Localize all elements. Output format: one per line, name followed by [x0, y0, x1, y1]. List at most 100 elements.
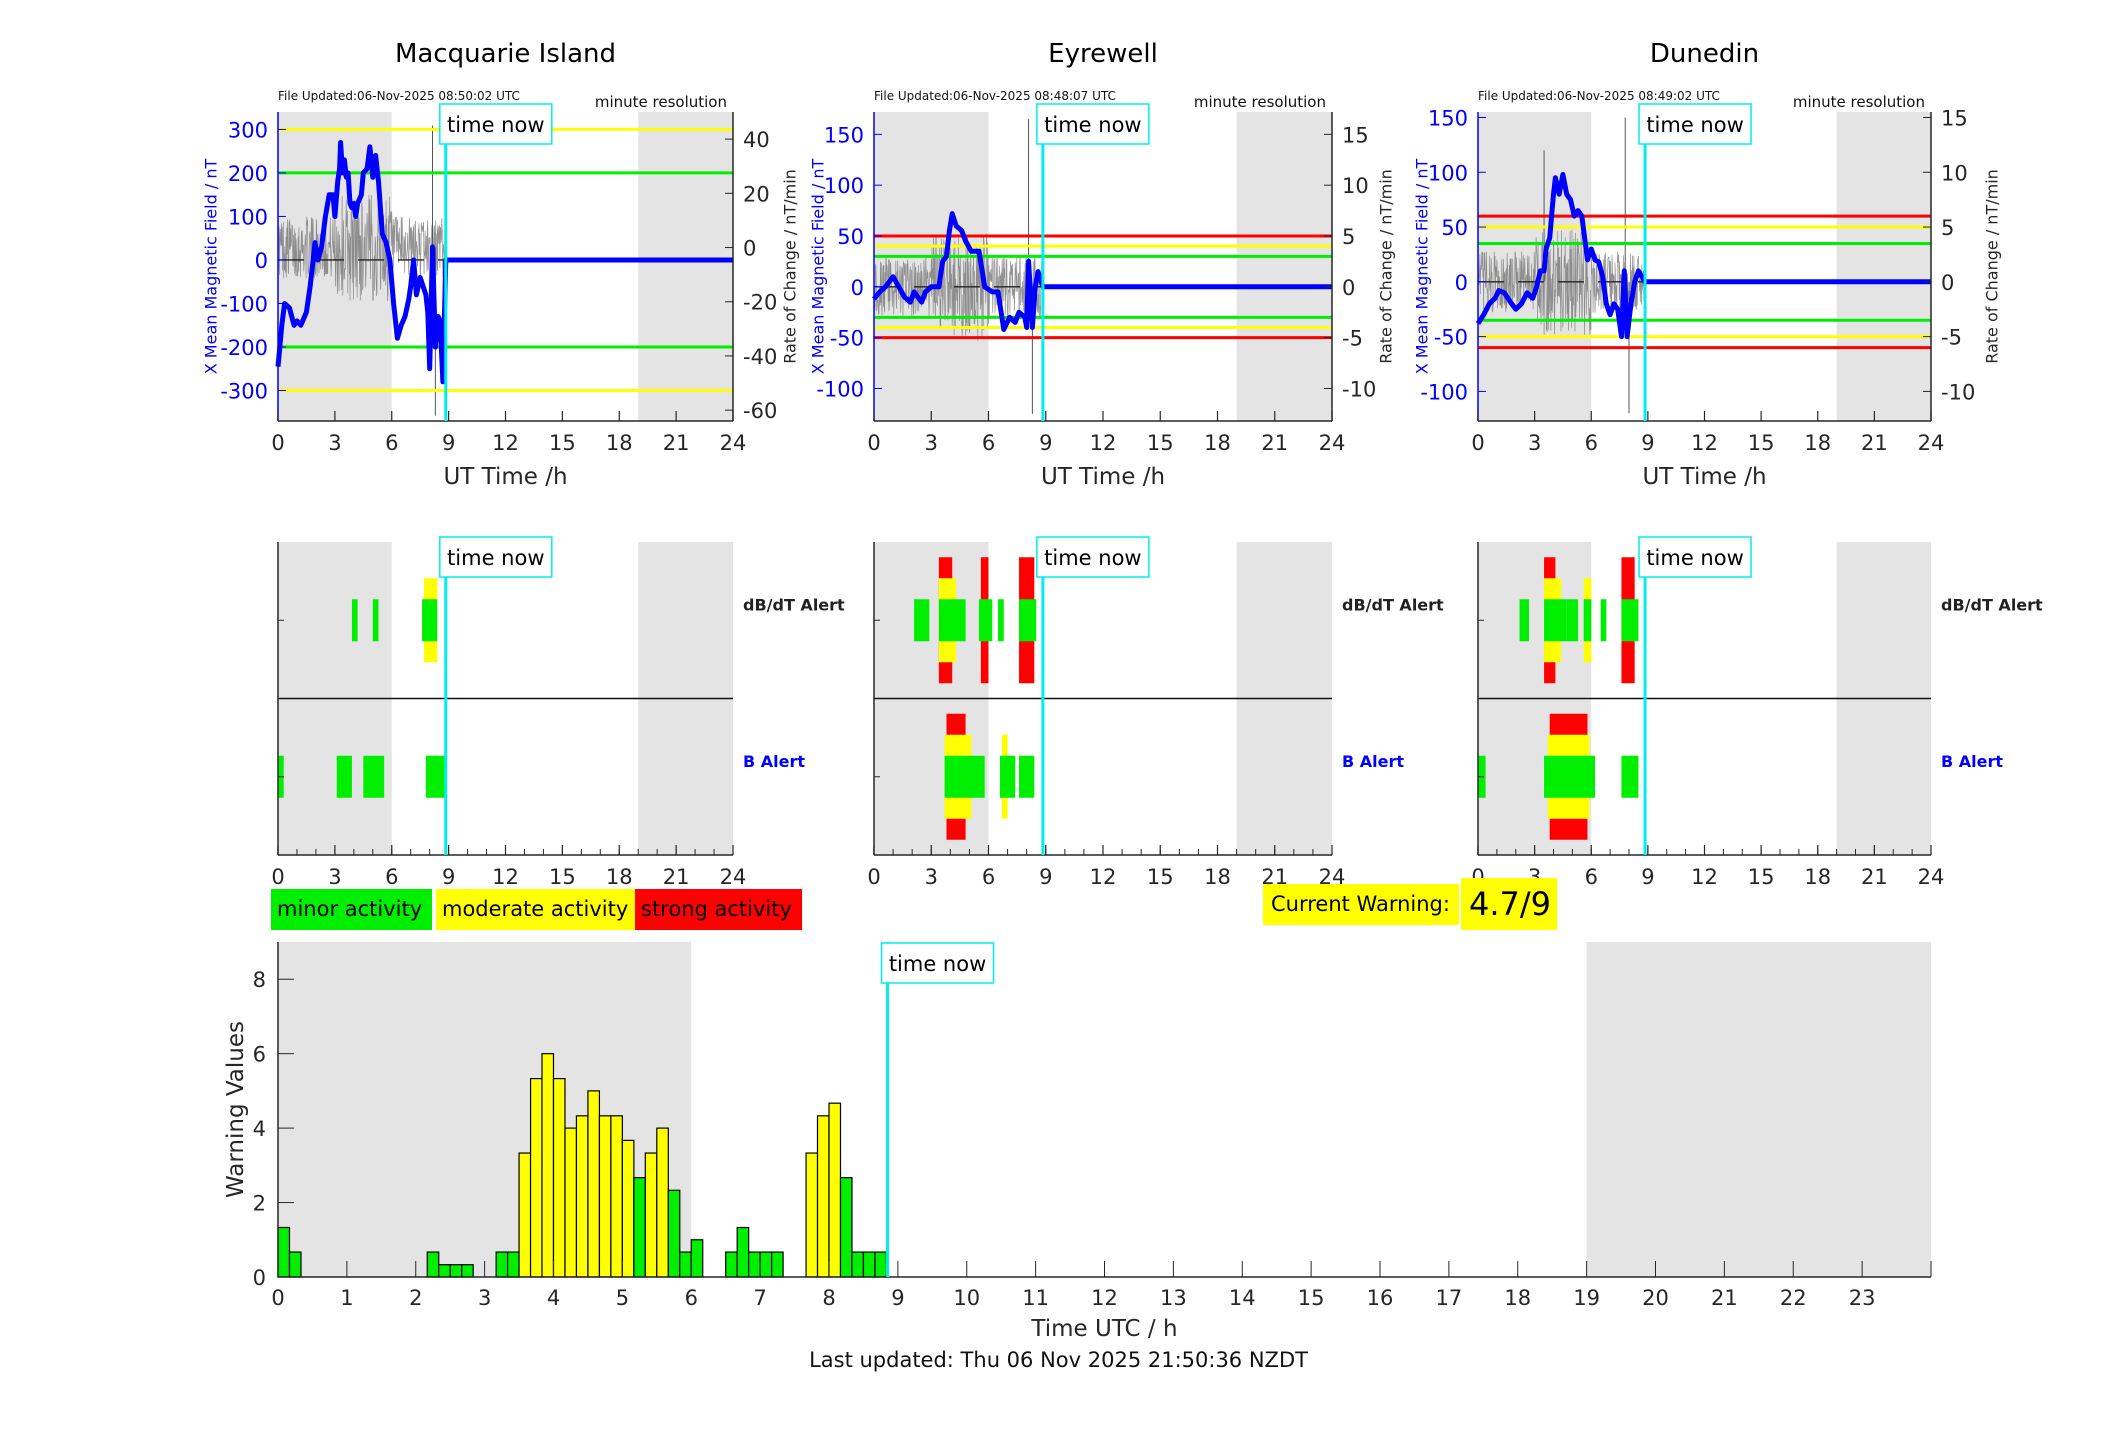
- warning-bar: [633, 1177, 646, 1278]
- x-tick-label: 9: [442, 431, 455, 455]
- x-tick-label: 9: [1641, 865, 1654, 889]
- x-tick-label: 6: [982, 431, 995, 455]
- x-tick-label: 22: [1780, 1286, 1807, 1310]
- x-axis-label: UT Time /h: [443, 464, 567, 490]
- left-y-tick-label: -100: [220, 292, 268, 316]
- right-y-tick-label: -20: [743, 291, 777, 315]
- warning-bar: [610, 1115, 623, 1278]
- station-title: Macquarie Island: [395, 39, 616, 69]
- alert-block-dbdt: [1583, 599, 1592, 642]
- x-tick-label: 1: [340, 1286, 353, 1310]
- x-tick-label: 12: [1090, 431, 1117, 455]
- warning-bar: [621, 1139, 635, 1278]
- x-tick-label: 8: [822, 1286, 835, 1310]
- left-y-tick-label: 0: [1455, 271, 1468, 295]
- time-now-label: time now: [889, 952, 986, 976]
- alert-block-dbdt: [998, 599, 1004, 642]
- warning-bar: [690, 1239, 704, 1278]
- x-tick-label: 9: [1039, 865, 1052, 889]
- alert-block-dbdt: [372, 599, 379, 642]
- alert-block-dbdt: [422, 599, 438, 642]
- dbdt-alert-label: dB/dT Alert: [1342, 595, 1444, 614]
- time-now-box: [880, 942, 995, 984]
- alert-block-b: [1544, 755, 1596, 798]
- x-tick-label: 3: [925, 865, 938, 889]
- x-tick-label: 15: [549, 431, 576, 455]
- warning-bar: [644, 1152, 658, 1278]
- warning-bar: [506, 1251, 520, 1278]
- x-tick-label: 19: [1573, 1286, 1600, 1310]
- alert-block-dbdt: [1621, 599, 1639, 642]
- warning-bar: [851, 1251, 865, 1278]
- time-now-box: [439, 103, 553, 145]
- time-now-box: [1036, 103, 1150, 145]
- alert-block-b: [944, 755, 985, 798]
- x-field-trace: [1475, 172, 1931, 340]
- warning-bar: [667, 1189, 681, 1278]
- x-tick-label: 6: [1585, 865, 1598, 889]
- warning-bar: [816, 1115, 830, 1278]
- x-tick-label: 15: [549, 865, 576, 889]
- x-tick-label: 24: [1319, 431, 1346, 455]
- warning-bar: [587, 1090, 601, 1278]
- warning-bar: [529, 1078, 543, 1278]
- right-y-axis-label: Rate of Change / nT/min: [1983, 169, 2002, 364]
- alert-block-b: [336, 755, 352, 798]
- x-axis-label: UT Time /h: [1642, 464, 1766, 490]
- x-tick-label: 12: [1091, 1286, 1118, 1310]
- alert-block-dbdt: [1544, 599, 1567, 642]
- night-shading: [1236, 112, 1332, 421]
- alert-block-dbdt: [1519, 599, 1529, 642]
- resolution-label: minute resolution: [1194, 93, 1326, 111]
- left-y-tick-label: 100: [824, 174, 864, 198]
- warning-bar: [461, 1264, 474, 1278]
- alert-block-dbdt: [914, 599, 930, 642]
- dbdt-alert-label: dB/dT Alert: [1941, 595, 2043, 614]
- warning-bar: [495, 1251, 509, 1278]
- x-tick-label: 21: [1861, 865, 1888, 889]
- right-y-tick-label: 15: [1941, 106, 1968, 130]
- alert-block-b: [363, 755, 385, 798]
- x-tick-label: 12: [1691, 431, 1718, 455]
- legend-moderate: moderate activity: [436, 889, 635, 930]
- macquarie-panel: Macquarie Island File Updated:06-Nov-2025…: [202, 39, 846, 889]
- station-title: Dunedin: [1650, 39, 1759, 69]
- legend-strong: strong activity: [635, 889, 802, 930]
- alert-block-dbdt: [1019, 599, 1037, 642]
- resolution-label: minute resolution: [595, 93, 727, 111]
- y-tick-label: 6: [253, 1043, 266, 1067]
- x-tick-label: 6: [1585, 431, 1598, 455]
- warning-bar: [426, 1251, 440, 1278]
- x-tick-label: 24: [1918, 431, 1945, 455]
- left-y-tick-label: 200: [228, 162, 268, 186]
- warning-bar: [828, 1102, 842, 1278]
- left-y-tick-label: -100: [816, 377, 864, 401]
- x-tick-label: 7: [753, 1286, 766, 1310]
- right-y-tick-label: 20: [743, 182, 770, 206]
- time-now-label: time now: [447, 113, 544, 137]
- x-tick-label: 0: [271, 1286, 284, 1310]
- warning-bar: [438, 1264, 451, 1278]
- warning-bar: [575, 1115, 589, 1278]
- x-tick-label: 3: [1528, 431, 1541, 455]
- left-y-axis-label: X Mean Magnetic Field / nT: [1413, 159, 1432, 375]
- x-tick-label: 18: [1204, 431, 1231, 455]
- left-y-tick-label: -50: [830, 327, 864, 351]
- left-y-tick-label: 100: [1428, 161, 1468, 185]
- x-tick-label: 10: [953, 1286, 980, 1310]
- left-y-axis-label: X Mean Magnetic Field / nT: [809, 159, 828, 375]
- right-y-tick-label: 5: [1941, 216, 1954, 240]
- x-tick-label: 0: [271, 431, 284, 455]
- alert-block-dbdt: [351, 599, 358, 642]
- file-updated: File Updated:06-Nov-2025 08:50:02 UTC: [278, 89, 520, 103]
- time-now-box: [1036, 536, 1150, 578]
- x-tick-label: 2: [409, 1286, 422, 1310]
- left-y-tick-label: -200: [220, 336, 268, 360]
- x-tick-label: 18: [1504, 1286, 1531, 1310]
- dbdt-alert-label: dB/dT Alert: [743, 595, 845, 614]
- y-tick-label: 4: [253, 1117, 266, 1141]
- alert-block-b: [999, 755, 1016, 798]
- right-y-tick-label: 15: [1342, 123, 1369, 147]
